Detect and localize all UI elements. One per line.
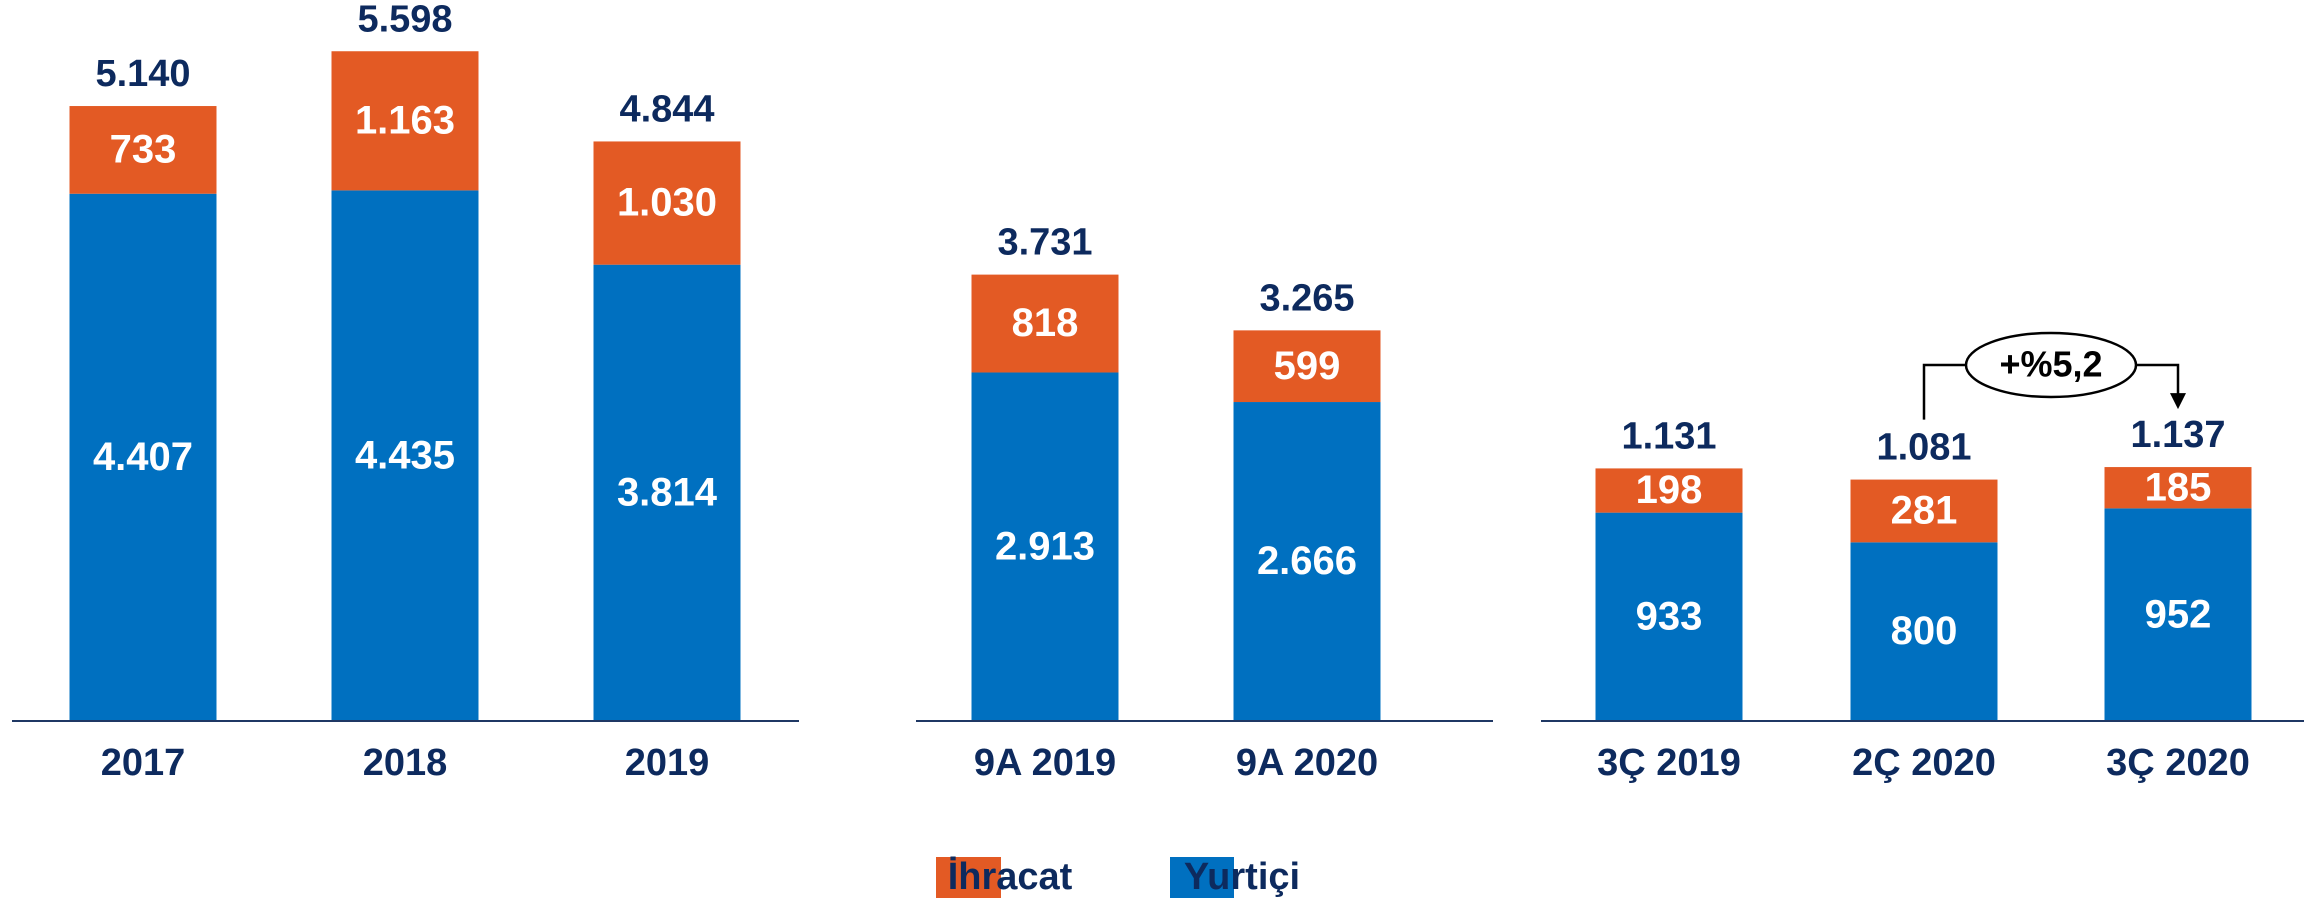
- total-label: 4.844: [619, 88, 714, 130]
- data-label: 198: [1636, 468, 1703, 512]
- bar-segment: [1595, 468, 1743, 513]
- total-label: 1.081: [1876, 427, 1971, 469]
- bar-segment: [1233, 402, 1381, 721]
- data-label: 1.163: [355, 98, 455, 142]
- bar-segment: [2104, 467, 2252, 509]
- bar-segment: [1850, 479, 1998, 543]
- annotation-arrow: [1922, 363, 2180, 420]
- data-label: 2.666: [1257, 539, 1357, 583]
- annotation-bubble: [1964, 331, 2138, 399]
- data-label: 2.913: [995, 524, 1095, 568]
- data-label: 818: [1012, 301, 1079, 345]
- bar-segment: [331, 190, 479, 722]
- data-label: 733: [110, 127, 177, 171]
- x-tick-label: 2017: [101, 742, 186, 784]
- data-label: 3.814: [617, 470, 718, 514]
- total-label: 3.731: [997, 222, 1092, 264]
- bar-segment: [971, 372, 1119, 721]
- x-tick-label: 9A 2020: [1236, 742, 1378, 784]
- total-label: 5.598: [357, 0, 452, 40]
- data-label: 933: [1636, 594, 1703, 638]
- x-tick-label: 2019: [625, 742, 710, 784]
- data-label: 4.407: [93, 435, 193, 479]
- legend-label: İhracat: [948, 856, 1073, 898]
- data-label: 185: [2145, 465, 2212, 509]
- x-tick-label: 3Ç 2020: [2106, 742, 2250, 784]
- data-label: 281: [1891, 489, 1958, 533]
- bar-segment: [593, 141, 741, 265]
- data-label: 4.435: [355, 433, 455, 477]
- x-tick-label: 2Ç 2020: [1852, 742, 1996, 784]
- x-tick-label: 9A 2019: [974, 742, 1116, 784]
- bar-segment: [2104, 508, 2252, 721]
- legend-swatch: [936, 857, 1001, 898]
- x-tick-label: 3Ç 2019: [1597, 742, 1741, 784]
- bar-segment: [1595, 512, 1743, 721]
- legend-label: Yurtiçi: [1184, 856, 1300, 898]
- annotation: +%5,2: [1999, 344, 2102, 385]
- bar-segment: [971, 274, 1119, 373]
- data-label: 1.030: [617, 181, 717, 225]
- total-label: 1.137: [2130, 414, 2225, 456]
- bar-segment: [69, 193, 217, 721]
- data-label: 599: [1274, 344, 1341, 388]
- data-label: 800: [1891, 609, 1958, 653]
- total-label: 3.265: [1259, 277, 1354, 319]
- bar-segment: [593, 264, 741, 721]
- bar-segment: [1850, 542, 1998, 721]
- data-label: 952: [2145, 592, 2212, 636]
- x-tick-label: 2018: [363, 742, 448, 784]
- total-label: 5.140: [95, 53, 190, 95]
- bar-segment: [331, 51, 479, 191]
- bar-segment: [1233, 330, 1381, 403]
- bar-segment: [69, 106, 217, 194]
- arrow-head: [2170, 393, 2186, 410]
- legend-swatch: [1170, 857, 1234, 898]
- total-label: 1.131: [1621, 415, 1716, 457]
